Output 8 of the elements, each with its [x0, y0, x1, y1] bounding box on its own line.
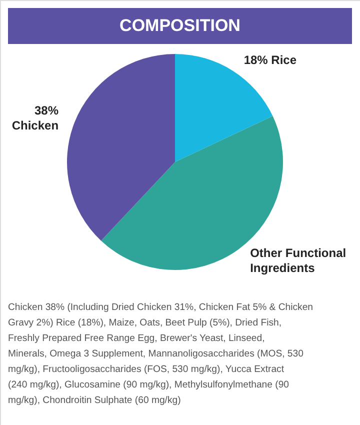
slice-label: Other Functional Ingredients — [250, 246, 346, 275]
pie-slice — [175, 54, 273, 162]
text: Chicken 38% (Including Dried Chicken 31%, Chicken Fat 5% & Chicken Gravy 2%) Rice (18%), Maize, Oats, Beet Pulp (5%), Dried Fish, Freshly Prepared Free Range Egg, Brewer's Yeast, Linseed, Minerals, Omega 3 Supplement, Mannanoligosaccharides (MOS, 530 mg/kg), Fructooligosaccharides (FOS, 530 mg/kg), Yucca Extract (240 mg/kg), Glucosamine (90 mg/kg), Methylsulfonylmethane (90 mg/kg), Chondroitin Sulphate (60 mg/kg) — [8, 302, 314, 406]
pie-slice — [67, 54, 175, 241]
data-label: 38% — [34, 103, 59, 118]
slice-label: Chicken — [12, 118, 59, 132]
chart-title: COMPOSITION — [120, 16, 240, 35]
slice-label: 18% Rice — [244, 52, 297, 67]
